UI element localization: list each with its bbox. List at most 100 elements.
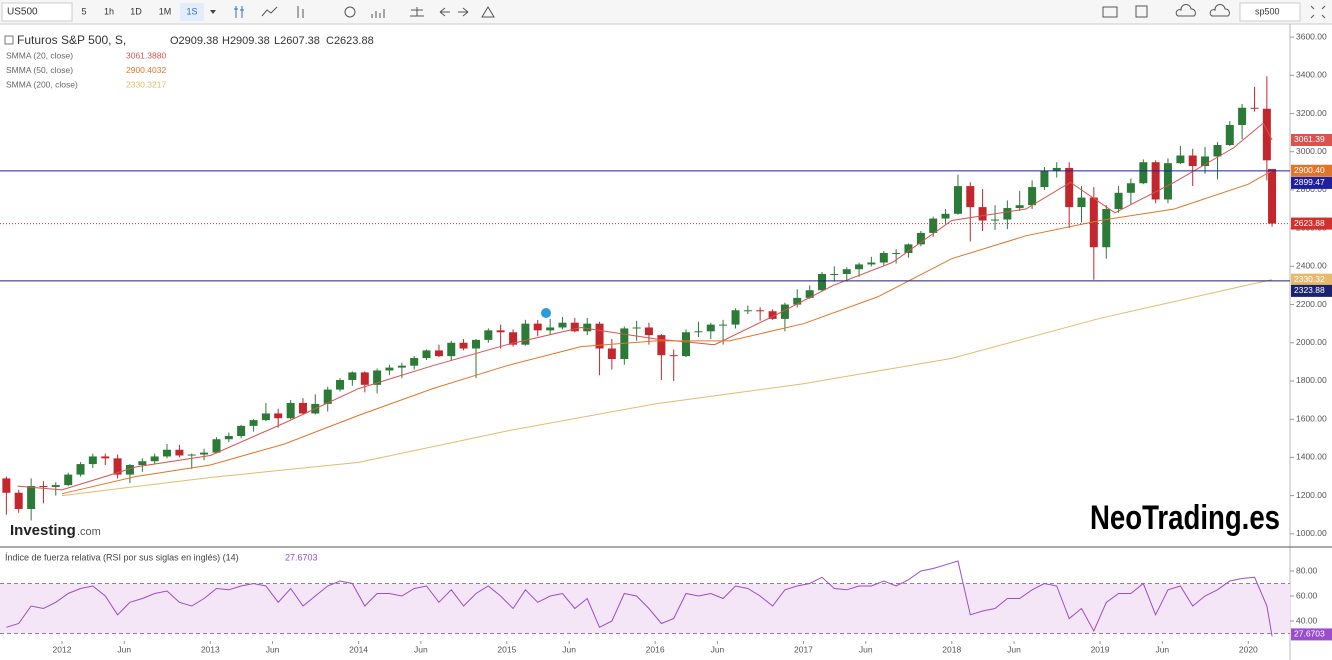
candle-body <box>879 252 888 263</box>
x-tick-label: Jun <box>117 644 131 654</box>
candle-body <box>138 461 147 466</box>
candle-body <box>14 492 23 509</box>
candle-body <box>546 327 555 331</box>
interval[interactable]: 1D <box>130 6 142 16</box>
candle-body <box>1003 208 1012 220</box>
sma-tag: 3061.39 <box>1294 134 1325 144</box>
candle-body <box>1077 197 1086 208</box>
interval[interactable]: 1h <box>104 6 114 16</box>
y-tick-label: 3600.00 <box>1296 31 1327 41</box>
candle-body <box>657 335 666 356</box>
toolbar-bg <box>0 0 1332 24</box>
candle-body <box>1250 107 1259 109</box>
candle-body <box>1139 162 1148 184</box>
candle-body <box>162 449 171 457</box>
search-input[interactable] <box>1239 2 1301 22</box>
ohlc-text: H2909.38 <box>222 35 270 47</box>
candle-body <box>39 486 48 488</box>
ohlc-text: O2909.38 <box>170 35 218 47</box>
candle-body <box>1126 183 1135 193</box>
candle-body <box>1040 170 1049 188</box>
y-tick-label: 1400.00 <box>1296 452 1327 462</box>
y-tick-label: 1800.00 <box>1296 375 1327 385</box>
candle-body <box>1163 163 1172 200</box>
candle-body <box>113 458 122 475</box>
x-tick-label: 2014 <box>349 644 368 654</box>
candle-body <box>570 322 579 332</box>
candle-body <box>1102 209 1111 248</box>
interval[interactable]: 1S <box>186 6 197 16</box>
candle-body <box>336 380 345 390</box>
legend-entry: SMMA (200, close) <box>6 79 78 89</box>
rsi-title: Índice de fuerza relativa (RSI por sus s… <box>5 552 239 562</box>
site-watermark: NeoTrading.es <box>1090 499 1280 537</box>
candle-body <box>694 331 703 333</box>
rsi-pane <box>0 560 1290 637</box>
y-tick-label: 1600.00 <box>1296 413 1327 423</box>
hline-tag-bg <box>1291 176 1332 189</box>
hline-tag: 2323.88 <box>1294 285 1325 295</box>
candle-body <box>607 348 616 360</box>
x-tick-label: Jun <box>711 644 725 654</box>
candle-body <box>842 269 851 274</box>
candle-body <box>274 413 283 419</box>
sma-line <box>17 122 1273 491</box>
y-tick-label: 60.00 <box>1296 590 1318 600</box>
candle-body <box>892 252 901 254</box>
candle-body <box>459 342 468 349</box>
brand-suffix: .com <box>77 526 101 538</box>
candle-body <box>224 435 233 440</box>
legend-value: 2900.4032 <box>126 65 166 75</box>
x-tick-label: 2019 <box>1091 644 1110 654</box>
candle-body <box>237 425 246 436</box>
x-tick-label: 2018 <box>942 644 961 654</box>
rsi-tag: 27.6703 <box>1294 629 1325 639</box>
rsi-tag-bg <box>1291 628 1332 641</box>
candle-body <box>632 327 641 329</box>
candle-body <box>533 323 542 331</box>
y-tick-label: 2000.00 <box>1296 337 1327 347</box>
candle-body <box>397 365 406 368</box>
last-price-tag-bg <box>1291 217 1332 230</box>
candle-body <box>27 486 36 509</box>
interval[interactable]: 1M <box>159 6 172 16</box>
candle-body <box>286 402 295 419</box>
y-tick-label: 2200.00 <box>1296 299 1327 309</box>
candle-body <box>867 262 876 265</box>
candle-body <box>509 332 518 345</box>
candle-body <box>360 372 369 385</box>
y-tick-label: 3000.00 <box>1296 146 1327 156</box>
symbol-input[interactable] <box>1 2 73 22</box>
candle-body <box>261 413 270 421</box>
candle-body <box>64 474 73 486</box>
candle-body <box>817 273 826 291</box>
candle-body <box>1201 156 1210 167</box>
candle-body <box>298 402 307 414</box>
candle-body <box>953 186 962 214</box>
sma-tag-bg <box>1291 164 1332 177</box>
y-tick-label: 1000.00 <box>1296 528 1327 538</box>
candle-body <box>756 310 765 312</box>
candle-body <box>1262 108 1271 161</box>
hline-tag: 2899.47 <box>1294 177 1325 187</box>
symbol: US500 <box>7 7 38 18</box>
dropdown-icon[interactable] <box>210 10 216 14</box>
candle-body <box>101 456 110 459</box>
ohlc-text: C2623.88 <box>326 35 374 47</box>
candle-body <box>1015 205 1024 209</box>
interval[interactable]: 5 <box>81 6 86 16</box>
x-tick-label: 2013 <box>201 644 220 654</box>
event-badge[interactable] <box>541 308 551 318</box>
candle-body <box>1052 167 1061 171</box>
candle-body <box>793 297 802 305</box>
price-pane <box>2 76 1277 521</box>
x-tick-label: 2020 <box>1239 644 1258 654</box>
chart-title: Futuros S&P 500, S, <box>17 33 126 47</box>
toolbar-icons[interactable] <box>234 3 1326 19</box>
candle-body <box>1065 167 1074 208</box>
candle-body <box>1238 107 1247 125</box>
candle-body <box>644 327 653 336</box>
candle-body <box>200 452 209 455</box>
candle-body <box>323 389 332 404</box>
collapse-icon[interactable] <box>4 35 14 45</box>
